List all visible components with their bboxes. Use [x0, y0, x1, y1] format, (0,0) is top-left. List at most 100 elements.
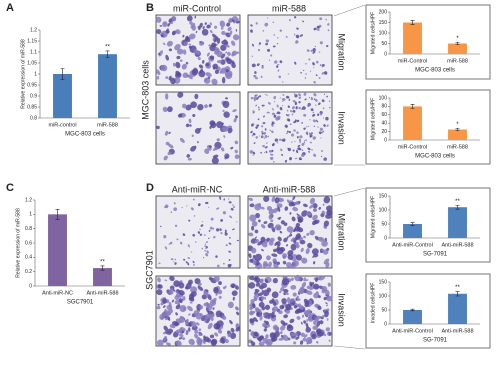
cell	[167, 106, 173, 113]
annotation: *	[456, 36, 459, 42]
cell	[255, 282, 261, 287]
cell	[212, 63, 219, 70]
cell	[302, 314, 305, 318]
cell	[199, 305, 204, 310]
x-axis-label: MGC-803 cells	[415, 154, 455, 160]
cell	[326, 45, 329, 48]
cell	[282, 81, 284, 83]
cell	[221, 315, 227, 320]
cell	[188, 313, 191, 316]
cell	[270, 219, 274, 223]
error-bar	[410, 20, 415, 25]
cell	[236, 51, 240, 54]
cell	[196, 337, 203, 345]
cell	[214, 146, 219, 151]
cell	[262, 263, 267, 268]
cell	[273, 114, 277, 118]
cell	[259, 335, 264, 340]
cell	[184, 286, 189, 290]
cell	[295, 336, 300, 340]
cell	[287, 254, 294, 261]
cell	[273, 122, 276, 124]
cell	[299, 140, 301, 144]
cell	[224, 232, 228, 236]
micrograph	[247, 14, 333, 86]
cell	[291, 216, 296, 222]
cell	[183, 41, 188, 47]
cell	[272, 277, 278, 284]
cell	[197, 56, 201, 61]
y-tick-label: 80	[381, 104, 387, 110]
cell	[197, 285, 204, 291]
cell	[227, 26, 232, 32]
cell	[303, 69, 305, 71]
cell	[280, 148, 283, 152]
cell	[254, 71, 257, 74]
cell	[285, 114, 289, 117]
cell	[295, 106, 298, 110]
cell	[283, 322, 288, 326]
cell	[221, 69, 224, 73]
cell	[209, 55, 215, 60]
micrograph	[155, 275, 241, 347]
cell	[202, 257, 205, 259]
y-tick-label: 0.6	[25, 240, 32, 246]
cell	[168, 243, 171, 245]
cell	[170, 258, 174, 261]
cell	[295, 233, 301, 240]
cell	[175, 312, 178, 316]
cell	[319, 320, 324, 325]
panel-label: B	[146, 2, 154, 14]
cell	[266, 111, 270, 114]
cell	[229, 332, 232, 335]
cell	[171, 324, 176, 329]
cell	[272, 336, 278, 342]
cell	[236, 221, 238, 223]
cell	[231, 286, 235, 289]
cell	[156, 339, 164, 347]
cell	[274, 138, 279, 142]
bar	[448, 43, 467, 54]
cell	[277, 69, 280, 72]
cell	[164, 205, 168, 209]
cell	[249, 310, 254, 316]
cell	[279, 246, 286, 252]
cell	[315, 74, 318, 77]
cell	[251, 63, 256, 68]
cell	[272, 248, 278, 253]
cell	[223, 198, 225, 201]
cell	[182, 233, 186, 236]
cell	[281, 100, 284, 102]
cell	[294, 226, 301, 232]
y-tick-label: 0	[384, 235, 387, 241]
cell	[155, 69, 161, 76]
cell	[204, 249, 207, 252]
cell	[198, 333, 202, 336]
cell	[220, 44, 227, 51]
cell	[299, 239, 306, 245]
cell	[271, 107, 273, 110]
row-label: Migration	[337, 213, 347, 250]
y-tick-label: 0.95	[27, 82, 37, 88]
cell	[283, 237, 288, 243]
cell	[252, 44, 254, 47]
cell	[221, 40, 229, 45]
cell	[276, 141, 279, 144]
cell	[306, 232, 310, 236]
cell	[251, 55, 253, 58]
cell	[248, 329, 252, 332]
cell	[266, 287, 272, 293]
y-tick-label: 0.8	[25, 226, 32, 232]
cell	[187, 262, 190, 266]
cell	[176, 238, 179, 241]
cell	[309, 119, 311, 121]
cell	[296, 119, 300, 123]
cell	[224, 339, 229, 344]
cell	[300, 290, 304, 294]
cell	[268, 313, 273, 318]
panel-label: C	[6, 182, 14, 194]
cell	[293, 341, 297, 345]
cell	[229, 30, 233, 36]
cell	[227, 263, 232, 268]
cell	[229, 320, 233, 325]
